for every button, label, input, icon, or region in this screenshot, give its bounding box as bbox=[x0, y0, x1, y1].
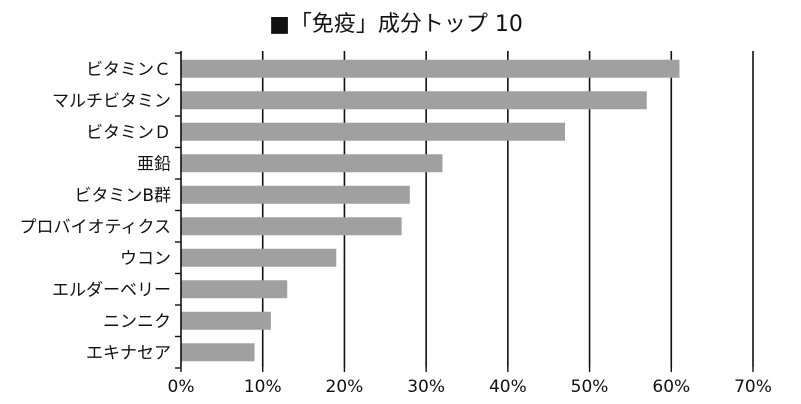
x-tick-label-40: 40% bbox=[489, 377, 527, 397]
bar-5 bbox=[181, 185, 410, 204]
x-tick-label-30: 30% bbox=[407, 377, 445, 397]
bar-9 bbox=[181, 311, 271, 330]
category-label-6: プロバイオティクス bbox=[20, 217, 171, 237]
category-label-8: エルダーベリー bbox=[52, 280, 171, 300]
x-tick-label-10: 10% bbox=[244, 377, 282, 397]
x-tick-label-0: 0% bbox=[168, 377, 195, 397]
bar-6 bbox=[181, 217, 402, 236]
chart-title-marker: ■ bbox=[269, 12, 290, 37]
x-tick-label-20: 20% bbox=[326, 377, 364, 397]
x-tick-label-70: 70% bbox=[734, 377, 772, 397]
bar-1 bbox=[181, 59, 680, 78]
chart-title-text: 「免疫」成分トップ 10 bbox=[290, 12, 523, 37]
category-label-7: ウコン bbox=[120, 249, 171, 269]
bar-7 bbox=[181, 248, 337, 267]
axes bbox=[175, 51, 754, 372]
x-tick-labels: 0% 10% 20% 30% 40% 50% 60% 70% bbox=[168, 377, 772, 397]
bar-3 bbox=[181, 122, 566, 141]
category-label-2: マルチビタミン bbox=[52, 91, 171, 111]
category-label-3: ビタミンＤ bbox=[86, 123, 171, 143]
x-tick-label-60: 60% bbox=[652, 377, 690, 397]
category-label-4: 亜鉛 bbox=[137, 154, 171, 174]
category-label-10: エキナセア bbox=[86, 343, 171, 363]
bar-2 bbox=[181, 91, 647, 110]
chart-title: ■「免疫」成分トップ 10 bbox=[269, 12, 523, 37]
bar-10 bbox=[181, 343, 255, 362]
bar-4 bbox=[181, 154, 443, 173]
category-label-1: ビタミンＣ bbox=[86, 60, 171, 80]
bar-8 bbox=[181, 280, 288, 299]
svg-text:■「免疫」成分トップ 10: ■「免疫」成分トップ 10 bbox=[269, 12, 523, 37]
x-tick-label-50: 50% bbox=[571, 377, 609, 397]
category-label-9: ニンニク bbox=[103, 312, 171, 332]
bars bbox=[181, 59, 680, 362]
category-label-5: ビタミンB群 bbox=[74, 186, 171, 206]
